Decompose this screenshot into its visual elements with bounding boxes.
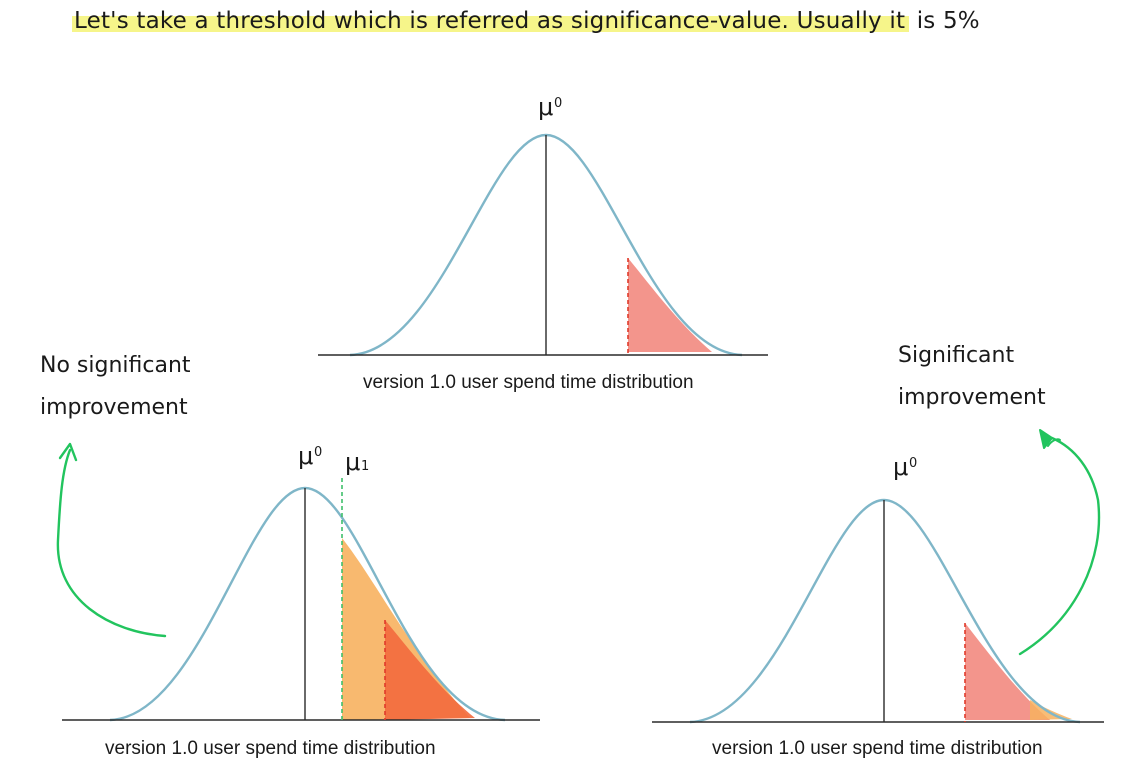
note-left-line-1: No significant — [40, 353, 191, 378]
distribution-bottom-left: μ 0 μ 1 version 1.0 user spend time dist… — [62, 442, 540, 759]
note-right-line-1: Significant — [898, 343, 1015, 368]
headline-rest-text: is 5% — [916, 8, 980, 34]
mu0-sub-bottom-right: 0 — [909, 456, 917, 471]
bell-curve-bottom-left — [109, 486, 506, 722]
caption-bottom-left: version 1.0 user spend time distribution — [105, 738, 436, 759]
note-left-line-2: improvement — [40, 395, 188, 420]
critical-region-top — [628, 258, 712, 352]
caption-bottom-right: version 1.0 user spend time distribution — [712, 738, 1043, 759]
mu0-sub-top: 0 — [554, 96, 562, 111]
critical-region-bottom-right — [965, 623, 1050, 720]
mu1-region-bottom-left — [342, 538, 470, 720]
mu1-sub-bottom-left: 1 — [361, 459, 369, 474]
distribution-bottom-right: μ 0 version 1.0 user spend time distribu… — [652, 453, 1104, 759]
critical-region-bottom-left — [385, 620, 475, 720]
caption-top: version 1.0 user spend time distribution — [363, 372, 694, 393]
note-no-significant-improvement: No significant improvement — [40, 345, 191, 429]
bell-curve-bottom-right — [689, 498, 1081, 724]
extra-tail-bottom-right — [1030, 700, 1072, 720]
mu0-sub-bottom-left: 0 — [314, 445, 322, 460]
note-significant-improvement: Significant improvement — [898, 335, 1046, 419]
headline: Let's take a threshold which is referred… — [72, 8, 980, 34]
mu0-label-top: μ — [538, 93, 553, 121]
curved-arrow-up-icon — [1018, 429, 1101, 656]
mu0-label-bottom-left: μ — [298, 442, 313, 470]
headline-highlighted-text: Let's take a threshold which is referred… — [72, 8, 910, 34]
curved-arrow-up-icon — [56, 442, 167, 638]
mu1-label-bottom-left: μ — [345, 448, 360, 476]
note-right-line-2: improvement — [898, 385, 1046, 410]
mu0-label-bottom-right: μ — [893, 453, 908, 481]
distribution-top: μ 0 version 1.0 user spend time distribu… — [318, 93, 768, 393]
